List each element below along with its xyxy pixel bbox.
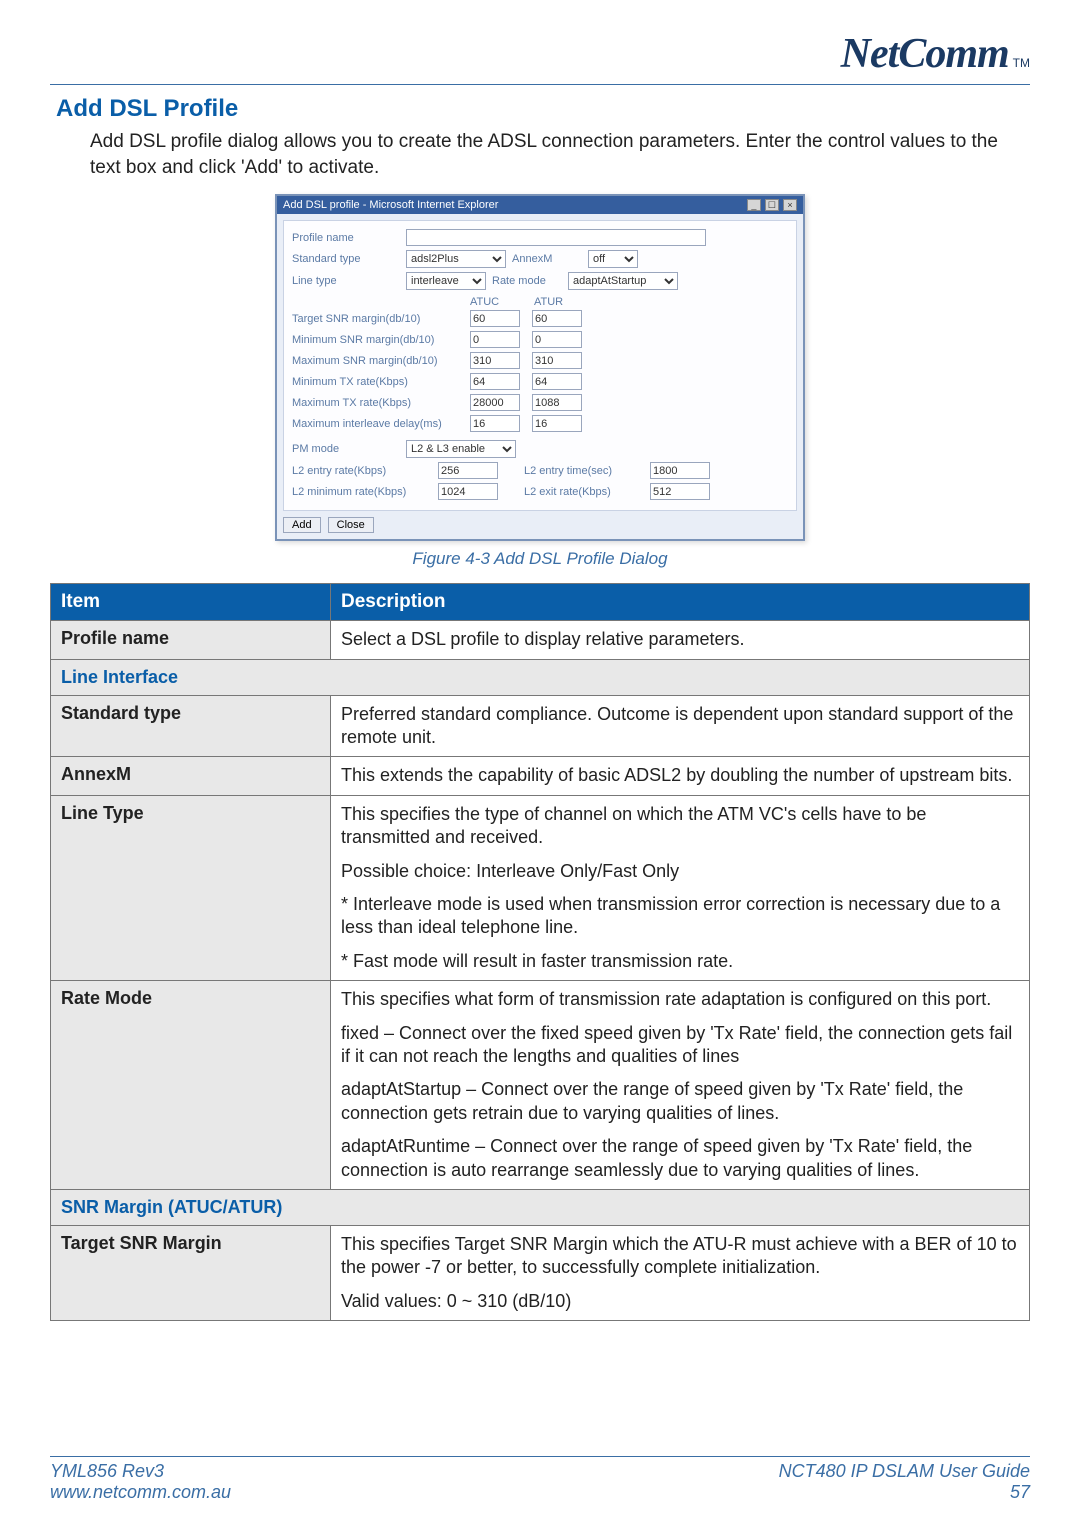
metric-label: Maximum interleave delay(ms) xyxy=(292,418,470,430)
col-desc: Description xyxy=(331,584,1030,621)
table-row: AnnexMThis extends the capability of bas… xyxy=(51,757,1030,795)
desc-cell: Preferred standard compliance. Outcome i… xyxy=(331,695,1030,757)
footer-right: NCT480 IP DSLAM User Guide 57 xyxy=(779,1461,1030,1503)
annexm-label: AnnexM xyxy=(512,253,582,265)
pm-mode-label: PM mode xyxy=(292,443,400,455)
pm-mode-select[interactable]: L2 & L3 enable xyxy=(406,440,516,458)
item-cell: Standard type xyxy=(51,695,331,757)
line-type-select[interactable]: interleave xyxy=(406,272,486,290)
atur-input[interactable] xyxy=(532,394,582,411)
item-cell: Profile name xyxy=(51,621,331,659)
atur-input[interactable] xyxy=(532,331,582,348)
atuc-input[interactable] xyxy=(470,310,520,327)
l2-min-rate-label: L2 minimum rate(Kbps) xyxy=(292,486,432,498)
section-title: Add DSL Profile xyxy=(56,95,1030,123)
minimize-icon[interactable]: _ xyxy=(747,199,761,211)
atuc-input[interactable] xyxy=(470,373,520,390)
profile-name-input[interactable] xyxy=(406,229,706,246)
table-row: Line TypeThis specifies the type of chan… xyxy=(51,795,1030,980)
dialog-title: Add DSL profile - Microsoft Internet Exp… xyxy=(283,199,498,211)
header-rule: NetComm TM xyxy=(50,30,1030,85)
metric-label: Target SNR margin(db/10) xyxy=(292,313,470,325)
dialog-titlebar: Add DSL profile - Microsoft Internet Exp… xyxy=(277,196,803,214)
l2-entry-time-input[interactable] xyxy=(650,462,710,479)
line-type-label: Line type xyxy=(292,275,400,287)
atuc-input[interactable] xyxy=(470,352,520,369)
l2-entry-rate-label: L2 entry rate(Kbps) xyxy=(292,465,432,477)
metric-label: Maximum TX rate(Kbps) xyxy=(292,397,470,409)
atuc-input[interactable] xyxy=(470,394,520,411)
item-cell: AnnexM xyxy=(51,757,331,795)
item-cell: Rate Mode xyxy=(51,981,331,1190)
atuc-atur-table: ATUC ATUR Target SNR margin(db/10) Minimu… xyxy=(292,296,788,434)
metric-label: Maximum SNR margin(db/10) xyxy=(292,355,470,367)
intro-text: Add DSL profile dialog allows you to cre… xyxy=(90,129,1030,180)
maximize-icon[interactable]: ☐ xyxy=(765,199,779,211)
profile-name-label: Profile name xyxy=(292,232,400,244)
table-row: SNR Margin (ATUC/ATUR) xyxy=(51,1189,1030,1225)
description-table: Item Description Profile nameSelect a DS… xyxy=(50,583,1030,1321)
atuc-input[interactable] xyxy=(470,331,520,348)
atuc-input[interactable] xyxy=(470,415,520,432)
add-dsl-profile-dialog: Add DSL profile - Microsoft Internet Exp… xyxy=(275,194,805,541)
metric-row: Maximum SNR margin(db/10) xyxy=(292,350,788,371)
l2-exit-rate-label: L2 exit rate(Kbps) xyxy=(524,486,644,498)
atur-input[interactable] xyxy=(532,310,582,327)
dialog-body: Profile name Standard type adsl2Plus Ann… xyxy=(283,220,797,511)
desc-cell: This specifies Target SNR Margin which t… xyxy=(331,1225,1030,1320)
atuc-header: ATUC xyxy=(470,296,534,308)
annexm-select[interactable]: off xyxy=(588,250,638,268)
item-cell: Line Type xyxy=(51,795,331,980)
metric-row: Target SNR margin(db/10) xyxy=(292,308,788,329)
l2-min-rate-input[interactable] xyxy=(438,483,498,500)
metric-row: Minimum TX rate(Kbps) xyxy=(292,371,788,392)
brand-name: NetComm xyxy=(841,30,1009,78)
desc-cell: This extends the capability of basic ADS… xyxy=(331,757,1030,795)
l2-exit-rate-input[interactable] xyxy=(650,483,710,500)
col-item: Item xyxy=(51,584,331,621)
desc-cell: Select a DSL profile to display relative… xyxy=(331,621,1030,659)
close-icon[interactable]: × xyxy=(783,199,797,211)
window-buttons: _ ☐ × xyxy=(746,199,797,211)
table-row: Line Interface xyxy=(51,659,1030,695)
figure-caption: Figure 4-3 Add DSL Profile Dialog xyxy=(50,549,1030,569)
brand-logo: NetComm TM xyxy=(841,30,1030,78)
standard-type-select[interactable]: adsl2Plus xyxy=(406,250,506,268)
rate-mode-select[interactable]: adaptAtStartup xyxy=(568,272,678,290)
desc-cell: This specifies the type of channel on wh… xyxy=(331,795,1030,980)
metric-label: Minimum TX rate(Kbps) xyxy=(292,376,470,388)
desc-cell: This specifies what form of transmission… xyxy=(331,981,1030,1190)
rate-mode-label: Rate mode xyxy=(492,275,562,287)
table-subheading: Line Interface xyxy=(51,659,1030,695)
l2-entry-rate-input[interactable] xyxy=(438,462,498,479)
table-row: Profile nameSelect a DSL profile to disp… xyxy=(51,621,1030,659)
metric-label: Minimum SNR margin(db/10) xyxy=(292,334,470,346)
table-subheading: SNR Margin (ATUC/ATUR) xyxy=(51,1189,1030,1225)
brand-tm: TM xyxy=(1013,56,1030,70)
footer-left: YML856 Rev3 www.netcomm.com.au xyxy=(50,1461,231,1503)
l2-entry-time-label: L2 entry time(sec) xyxy=(524,465,644,477)
add-button[interactable]: Add xyxy=(283,517,321,533)
page-footer: YML856 Rev3 www.netcomm.com.au NCT480 IP… xyxy=(50,1456,1030,1503)
item-cell: Target SNR Margin xyxy=(51,1225,331,1320)
metric-row: Maximum interleave delay(ms) xyxy=(292,413,788,434)
atur-header: ATUR xyxy=(534,296,598,308)
table-row: Target SNR MarginThis specifies Target S… xyxy=(51,1225,1030,1320)
atur-input[interactable] xyxy=(532,352,582,369)
close-button[interactable]: Close xyxy=(328,517,374,533)
metric-row: Maximum TX rate(Kbps) xyxy=(292,392,788,413)
table-row: Standard typePreferred standard complian… xyxy=(51,695,1030,757)
atur-input[interactable] xyxy=(532,415,582,432)
table-row: Rate ModeThis specifies what form of tra… xyxy=(51,981,1030,1190)
metric-row: Minimum SNR margin(db/10) xyxy=(292,329,788,350)
atur-input[interactable] xyxy=(532,373,582,390)
standard-type-label: Standard type xyxy=(292,253,400,265)
